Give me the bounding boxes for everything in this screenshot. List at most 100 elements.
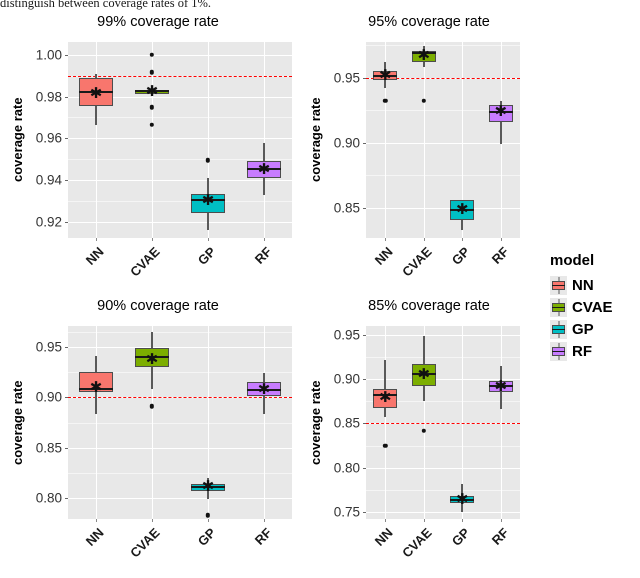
gridline-vertical <box>264 326 265 519</box>
legend-item-rf[interactable]: RF <box>550 341 638 361</box>
gridline-major <box>68 54 292 56</box>
x-tick-mark <box>208 238 209 241</box>
mean-marker: ✱ <box>201 190 215 209</box>
gridline-vertical <box>152 42 153 238</box>
box-rf <box>488 105 513 123</box>
legend-label: GP <box>572 320 594 338</box>
y-tick-label: 1.00 <box>35 47 62 63</box>
whisker-line <box>384 360 387 417</box>
x-tick-mark <box>462 238 464 241</box>
y-tick-mark <box>363 77 366 79</box>
y-axis-label: coverage rate <box>10 97 25 183</box>
median-line <box>78 90 114 93</box>
legend-item-gp[interactable]: GP <box>550 319 638 339</box>
gridline-vertical <box>385 326 387 519</box>
gridline-minor <box>366 489 520 491</box>
outlier-point <box>149 105 155 110</box>
gridline-major <box>366 334 520 336</box>
gridline-minor <box>68 422 292 424</box>
y-tick-mark <box>363 511 366 513</box>
x-tick-mark <box>152 519 153 522</box>
plot-area: ✱ ✱ ✱ ✱ <box>68 42 292 238</box>
y-tick-mark <box>65 222 68 224</box>
x-tick-label-nn: NN <box>82 525 107 549</box>
y-tick-label: 0.92 <box>35 214 62 230</box>
legend-label: RF <box>572 342 592 360</box>
gridline-vertical <box>423 42 425 238</box>
y-tick-label: 0.85 <box>35 440 62 456</box>
clipped-caption-text: distinguish between coverage rates of 1%… <box>0 0 212 10</box>
gridline-vertical <box>208 42 209 238</box>
gridline-minor <box>68 117 292 119</box>
panel-4: 85% coverage rate coverage rate ✱ ✱ ✱ ✱ 0.95 0.… <box>308 298 540 577</box>
gridline-vertical <box>423 326 425 519</box>
legend-key-icon <box>550 297 567 317</box>
nominal-coverage-reference-line <box>366 77 520 79</box>
median-line <box>190 485 226 488</box>
nominal-coverage-reference-line <box>68 397 292 399</box>
legend-label: CVAE <box>572 298 613 316</box>
gridline-vertical <box>152 326 153 519</box>
x-tick-mark <box>96 519 97 522</box>
mean-marker: ✱ <box>417 364 431 383</box>
outlier-point <box>149 122 155 127</box>
y-tick-mark <box>65 346 68 348</box>
y-tick-mark <box>65 397 68 399</box>
median-line <box>246 388 282 391</box>
gridline-major <box>366 142 520 144</box>
x-tick-mark <box>462 519 464 522</box>
median-line <box>488 110 513 113</box>
x-tick-label-gp: GP <box>194 525 219 549</box>
x-tick-mark <box>264 519 265 522</box>
gridline-major <box>366 467 520 469</box>
y-tick-mark <box>65 180 68 182</box>
mean-marker: ✱ <box>89 83 103 102</box>
y-tick-label: 0.95 <box>35 339 62 355</box>
nominal-coverage-reference-line <box>366 423 520 425</box>
x-tick-label-rf: RF <box>251 525 275 548</box>
gridline-minor <box>366 445 520 447</box>
y-tick-mark <box>363 334 366 336</box>
legend-key-icon <box>550 319 567 339</box>
legend-item-cvae[interactable]: CVAE <box>550 297 638 317</box>
panel-title: 90% coverage rate <box>97 298 219 314</box>
gridline-minor <box>68 201 292 203</box>
mean-marker: ✱ <box>455 490 469 509</box>
gridline-minor <box>68 159 292 161</box>
panel-1: 99% coverage rate coverage rate ✱ ✱ ✱ ✱ 1.00 0.… <box>2 14 314 296</box>
mean-marker: ✱ <box>89 377 103 396</box>
outlier-point <box>383 98 388 103</box>
gridline-major <box>68 138 292 140</box>
y-tick-mark <box>65 447 68 449</box>
y-tick-label: 0.90 <box>333 371 360 387</box>
x-tick-mark <box>385 238 387 241</box>
legend-key-icon <box>550 275 567 295</box>
x-tick-mark <box>423 519 425 522</box>
x-tick-mark <box>264 238 265 241</box>
box-nn <box>78 372 114 393</box>
y-tick-mark <box>65 54 68 56</box>
nominal-coverage-reference-line <box>68 75 292 77</box>
legend-item-nn[interactable]: NN <box>550 275 638 295</box>
plot-area: ✱ ✱ ✱ ✱ <box>366 42 520 238</box>
gridline-major <box>68 222 292 224</box>
gridline-vertical <box>385 42 387 238</box>
legend-title: model <box>550 252 595 269</box>
y-tick-label: 0.85 <box>333 415 360 431</box>
x-tick-mark <box>423 238 425 241</box>
outlier-point <box>421 428 426 433</box>
median-line <box>450 209 475 211</box>
panel-title: 95% coverage rate <box>368 14 490 30</box>
box-nn <box>373 388 398 409</box>
y-tick-mark <box>65 498 68 500</box>
gridline-major <box>366 379 520 381</box>
y-tick-mark <box>363 467 366 469</box>
mean-marker: ✱ <box>455 200 469 219</box>
mean-marker: ✱ <box>378 387 392 406</box>
outlier-point <box>149 52 155 57</box>
y-axis-label: coverage rate <box>308 380 323 465</box>
y-tick-mark <box>363 379 366 381</box>
x-tick-mark <box>152 238 153 241</box>
x-tick-mark <box>96 238 97 241</box>
